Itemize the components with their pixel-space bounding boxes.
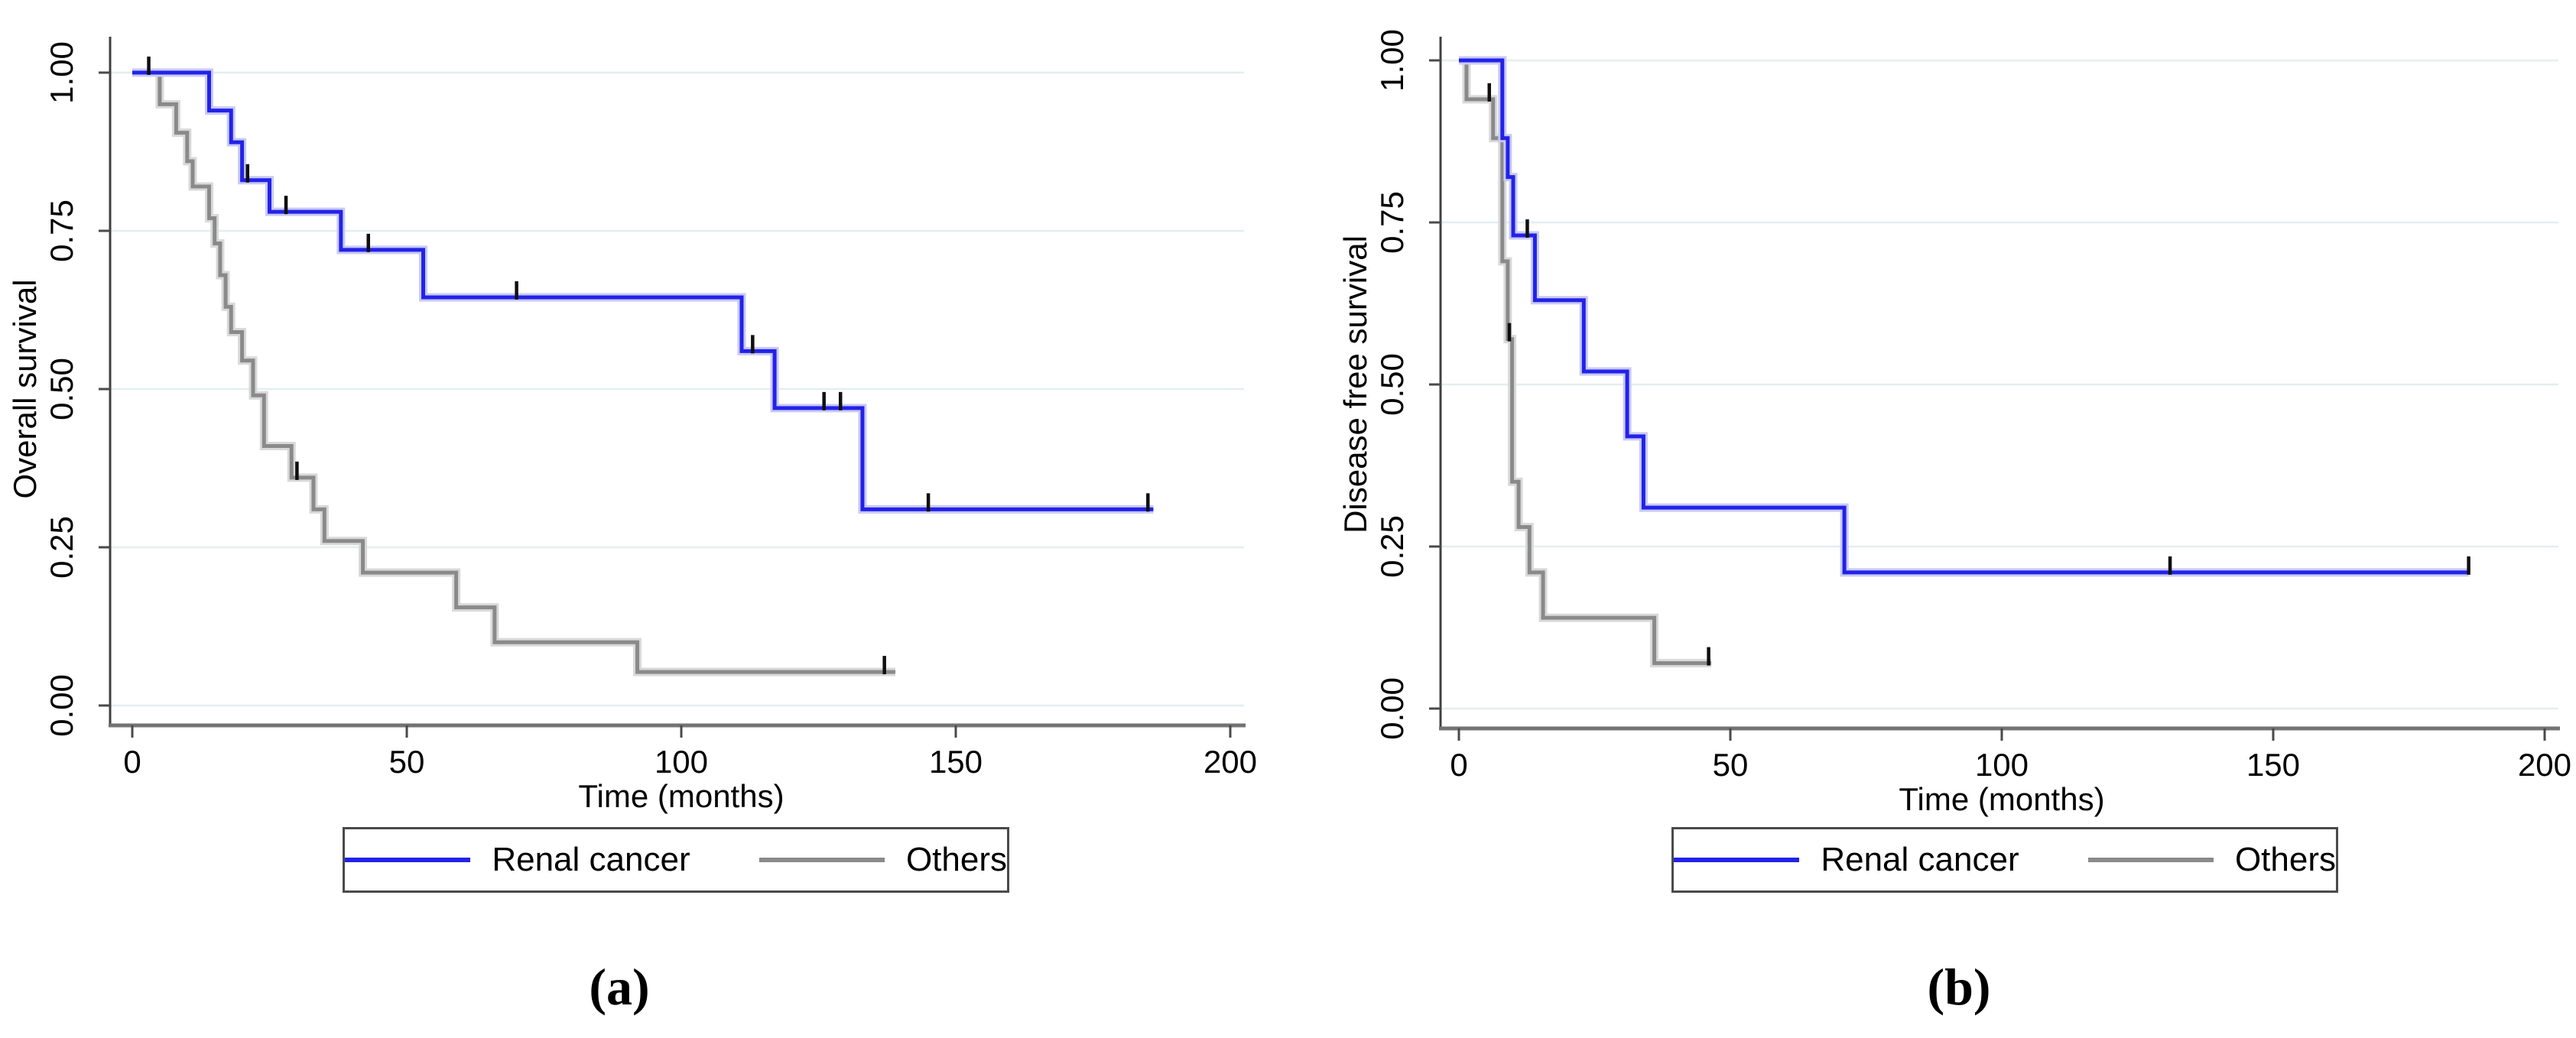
curve-line	[1459, 58, 1712, 666]
y-tick-label-0.75: 0.75	[44, 199, 80, 262]
legend-label-others: Others	[2234, 841, 2336, 878]
x-tick-label-0: 0	[1450, 747, 1467, 783]
y-tick-label-0.75: 0.75	[1374, 191, 1410, 254]
y-tick-label-0.00: 0.00	[1374, 677, 1410, 740]
x-tick-label-150: 150	[2246, 747, 2300, 783]
y-tick-label-0.00: 0.00	[44, 674, 80, 737]
x-tick-label-100: 100	[655, 744, 708, 780]
caption-panel-b: (b)	[1927, 958, 1991, 1016]
x-tick-label-50: 50	[1713, 747, 1749, 783]
km-curve-renal-cancer	[132, 57, 1154, 514]
overall-survival-chart: 0.00 0.25 0.50 0.75 1.00 0 50 100 150 200 Overall …	[7, 37, 1257, 814]
curve-halo	[132, 68, 896, 676]
legend-panel-b: Renal cancer Others	[1671, 827, 2338, 893]
legend-label-renal-cancer: Renal cancer	[492, 841, 690, 878]
y-tick-label-0.25: 0.25	[1374, 515, 1410, 578]
y-tick-label-1.00: 1.00	[1374, 29, 1410, 92]
x-tick-label-0: 0	[123, 744, 141, 780]
y-axis-title: Overall survival	[7, 279, 43, 498]
y-tick-label-1.00: 1.00	[44, 41, 80, 104]
caption-panel-a: (a)	[589, 958, 650, 1016]
curve-line	[132, 70, 1154, 511]
y-axis-title: Disease free survival	[1337, 235, 1373, 534]
km-curve-others	[132, 68, 896, 676]
y-tick-label-0.25: 0.25	[44, 516, 80, 579]
x-tick-label-50: 50	[389, 744, 425, 780]
x-axis-title: Time (months)	[578, 778, 784, 814]
curve-halo	[1459, 56, 2469, 577]
legend-panel-a: Renal cancer Others	[343, 827, 1009, 893]
curve-line	[1459, 58, 2469, 575]
legend-label-renal-cancer: Renal cancer	[1821, 841, 2019, 878]
curve-line	[132, 70, 896, 674]
renal-cancer-line-sample	[345, 858, 471, 862]
x-tick-label-200: 200	[2518, 747, 2571, 783]
x-axis-title: Time (months)	[1899, 781, 2104, 817]
others-line-sample	[759, 858, 885, 862]
x-tick-label-150: 150	[929, 744, 983, 780]
km-curve-others	[1459, 56, 1712, 668]
x-tick-label-100: 100	[1975, 747, 2029, 783]
legend-label-others: Others	[905, 841, 1007, 878]
km-curve-renal-cancer	[1459, 56, 2470, 577]
renal-cancer-line-sample	[1674, 858, 1800, 862]
others-line-sample	[2087, 858, 2214, 862]
y-tick-label-0.50: 0.50	[1374, 353, 1410, 416]
y-tick-label-0.50: 0.50	[44, 358, 80, 420]
x-tick-label-200: 200	[1204, 744, 1257, 780]
disease-free-survival-chart: 0.00 0.25 0.50 0.75 1.00 0 50 100 150 200 Disease …	[1337, 29, 2571, 817]
